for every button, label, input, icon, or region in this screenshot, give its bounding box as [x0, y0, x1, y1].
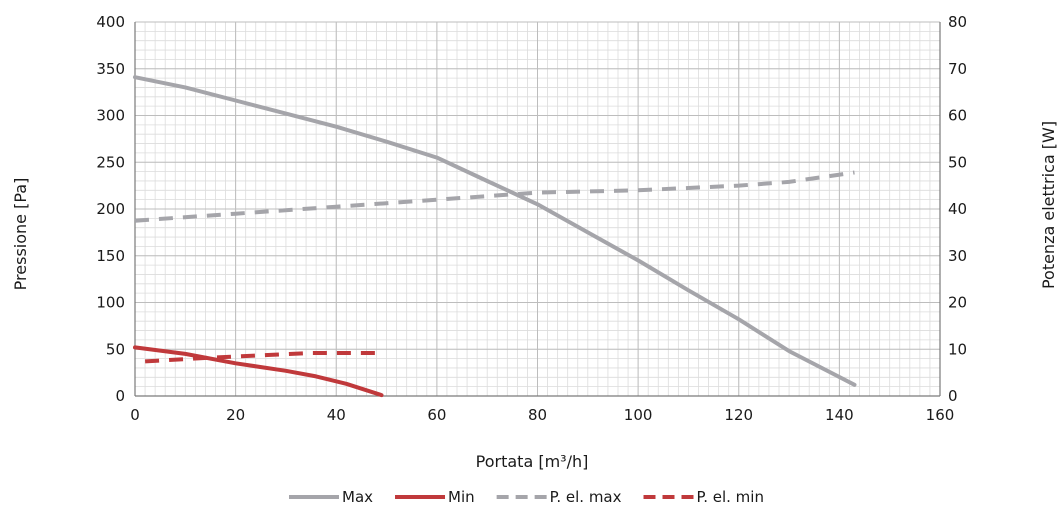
legend: Max Min P. el. max P. el. min [289, 488, 764, 506]
y-tick-label: 200 [96, 200, 125, 218]
series-line-p-el-max [134, 170, 855, 223]
x-axis-title: Portata [m³/h] [476, 452, 589, 471]
legend-label-p-el-max: P. el. max [550, 488, 622, 506]
y2-tick-label: 20 [948, 294, 967, 312]
x-tick-label: 60 [427, 406, 446, 424]
y-tick-label: 100 [96, 294, 125, 312]
legend-label-max: Max [342, 488, 373, 506]
y2-tick-label: 40 [948, 200, 967, 218]
x-tick-label: 140 [825, 406, 854, 424]
y-tick-label: 250 [96, 153, 125, 171]
y2-tick-label: 80 [948, 13, 967, 31]
y-tick-label: 0 [115, 387, 125, 405]
legend-label-p-el-min: P. el. min [697, 488, 764, 506]
axes [134, 22, 941, 397]
x-tick-label: 100 [624, 406, 653, 424]
x-tick-label: 80 [528, 406, 547, 424]
y2-tick-label: 30 [948, 247, 967, 265]
y2-tick-label: 60 [948, 107, 967, 125]
y2-tick-label: 0 [948, 387, 958, 405]
y-axis-title: Pressione [Pa] [11, 178, 30, 291]
series-lines [133, 75, 857, 398]
series-line-min [133, 345, 384, 398]
y-tick-label: 350 [96, 60, 125, 78]
x-tick-label: 0 [130, 406, 140, 424]
y-tick-label: 50 [106, 340, 125, 358]
legend-label-min: Min [448, 488, 475, 506]
x-tick-label: 20 [226, 406, 245, 424]
y-tick-labels: 0 50 100 150 200 250 300 350 400 [96, 13, 125, 405]
y2-tick-label: 50 [948, 153, 967, 171]
y2-tick-label: 70 [948, 60, 967, 78]
y-tick-label: 300 [96, 107, 125, 125]
y2-tick-labels: 0 10 20 30 40 50 60 70 80 [948, 13, 967, 405]
y2-axis-title: Potenza elettrica [W] [1039, 121, 1058, 289]
x-tick-label: 120 [724, 406, 753, 424]
x-tick-label: 160 [926, 406, 955, 424]
y-tick-label: 150 [96, 247, 125, 265]
x-tick-labels: 0 20 40 60 80 100 120 140 160 [130, 406, 954, 424]
y2-tick-label: 10 [948, 340, 967, 358]
x-tick-label: 40 [327, 406, 346, 424]
series-line-max [133, 75, 857, 387]
y-tick-label: 400 [96, 13, 125, 31]
